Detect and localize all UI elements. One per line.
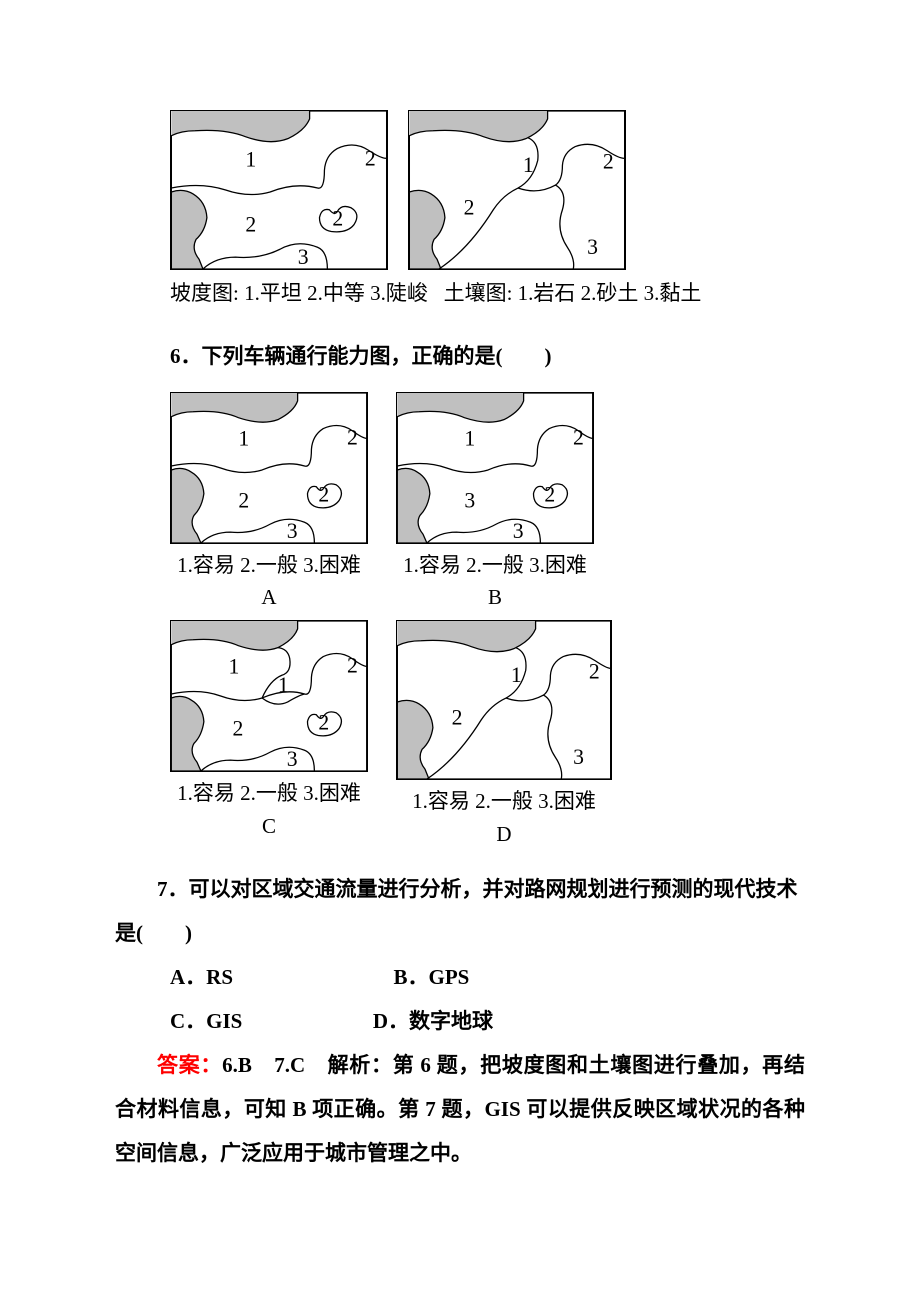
slope-caption: 坡度图: 1.平坦 2.中等 3.陡峻 — [170, 281, 428, 305]
option-c-diagram: 1 1 2 2 2 3 — [170, 620, 368, 772]
answer-label: 答案： — [157, 1053, 222, 1077]
svg-text:3: 3 — [513, 519, 524, 543]
answer-keys: 6.B 7.C — [222, 1053, 305, 1077]
soil-caption: 土壤图: 1.岩石 2.砂土 3.黏土 — [444, 281, 702, 305]
q7-option-b: B．GPS — [394, 965, 470, 989]
svg-text:2: 2 — [318, 711, 329, 735]
option-a-caption: 1.容易 2.一般 3.困难 — [177, 550, 361, 582]
svg-text:2: 2 — [347, 653, 358, 677]
svg-text:3: 3 — [287, 747, 298, 771]
svg-text:1: 1 — [238, 426, 249, 450]
option-a-letter: A — [261, 585, 276, 610]
svg-text:1: 1 — [464, 426, 475, 450]
svg-text:3: 3 — [298, 245, 309, 269]
svg-text:2: 2 — [573, 425, 584, 449]
svg-text:2: 2 — [245, 212, 256, 236]
q7-option-a: A．RS — [170, 965, 233, 989]
svg-text:3: 3 — [287, 519, 298, 543]
svg-text:3: 3 — [587, 235, 598, 259]
svg-text:2: 2 — [544, 482, 555, 506]
option-c-letter: C — [262, 814, 276, 839]
svg-text:1: 1 — [278, 673, 289, 697]
svg-text:2: 2 — [332, 207, 343, 231]
option-b-diagram: 1 2 3 2 3 — [396, 392, 594, 544]
svg-text:2: 2 — [365, 146, 376, 170]
svg-text:2: 2 — [452, 706, 463, 730]
svg-text:1: 1 — [511, 663, 522, 687]
option-b-caption: 1.容易 2.一般 3.困难 — [403, 550, 587, 582]
svg-text:2: 2 — [318, 482, 329, 506]
q7-options-line1: A．RS B．GPS — [170, 955, 805, 999]
slope-diagram: 1 2 2 2 3 — [170, 110, 388, 270]
option-c: 1 1 2 2 2 3 1.容易 2.一般 3.困难 C — [170, 620, 368, 847]
soil-diagram: 1 2 2 3 — [408, 110, 626, 270]
q7-options-line2: C．GIS D．数字地球 — [170, 999, 805, 1043]
q6-options-row2: 1 1 2 2 2 3 1.容易 2.一般 3.困难 C 1 2 2 3 — [170, 620, 805, 857]
option-a-diagram: 1 2 2 2 3 — [170, 392, 368, 544]
svg-text:3: 3 — [573, 745, 584, 769]
q6-options-row1: 1 2 2 2 3 1.容易 2.一般 3.困难 A 1 2 3 2 3 — [170, 392, 805, 621]
q7-text: 7．可以对区域交通流量进行分析，并对路网规划进行预测的现代技术是( ) — [115, 867, 805, 955]
explain-label: 解析： — [328, 1053, 393, 1077]
option-b: 1 2 3 2 3 1.容易 2.一般 3.困难 B — [396, 392, 594, 611]
q7-option-d: D．数字地球 — [373, 1009, 493, 1033]
svg-text:2: 2 — [589, 659, 600, 683]
option-d-diagram: 1 2 2 3 — [396, 620, 612, 780]
option-c-caption: 1.容易 2.一般 3.困难 — [177, 778, 361, 810]
svg-text:2: 2 — [464, 196, 475, 220]
svg-text:3: 3 — [464, 488, 475, 512]
option-b-letter: B — [488, 585, 502, 610]
svg-text:1: 1 — [245, 147, 256, 171]
svg-text:2: 2 — [347, 425, 358, 449]
top-diagram-row: 1 2 2 2 3 1 2 2 3 — [170, 110, 805, 270]
option-d: 1 2 2 3 1.容易 2.一般 3.困难 D — [396, 620, 612, 847]
option-a: 1 2 2 2 3 1.容易 2.一般 3.困难 A — [170, 392, 368, 611]
top-caption: 坡度图: 1.平坦 2.中等 3.陡峻 土壤图: 1.岩石 2.砂土 3.黏土 — [170, 278, 805, 310]
svg-text:2: 2 — [238, 488, 249, 512]
svg-text:2: 2 — [603, 149, 614, 173]
option-d-caption: 1.容易 2.一般 3.困难 — [412, 786, 596, 818]
svg-text:2: 2 — [232, 717, 243, 741]
svg-text:1: 1 — [229, 654, 240, 678]
option-d-letter: D — [496, 822, 511, 847]
q7-option-c: C．GIS — [170, 1009, 242, 1033]
svg-text:1: 1 — [523, 153, 534, 177]
answer-block: 答案：6.B 7.C 解析：第 6 题，把坡度图和土壤图进行叠加，再结合材料信息… — [115, 1043, 805, 1175]
q6-text: 6．下列车辆通行能力图，正确的是( ) — [170, 334, 805, 378]
